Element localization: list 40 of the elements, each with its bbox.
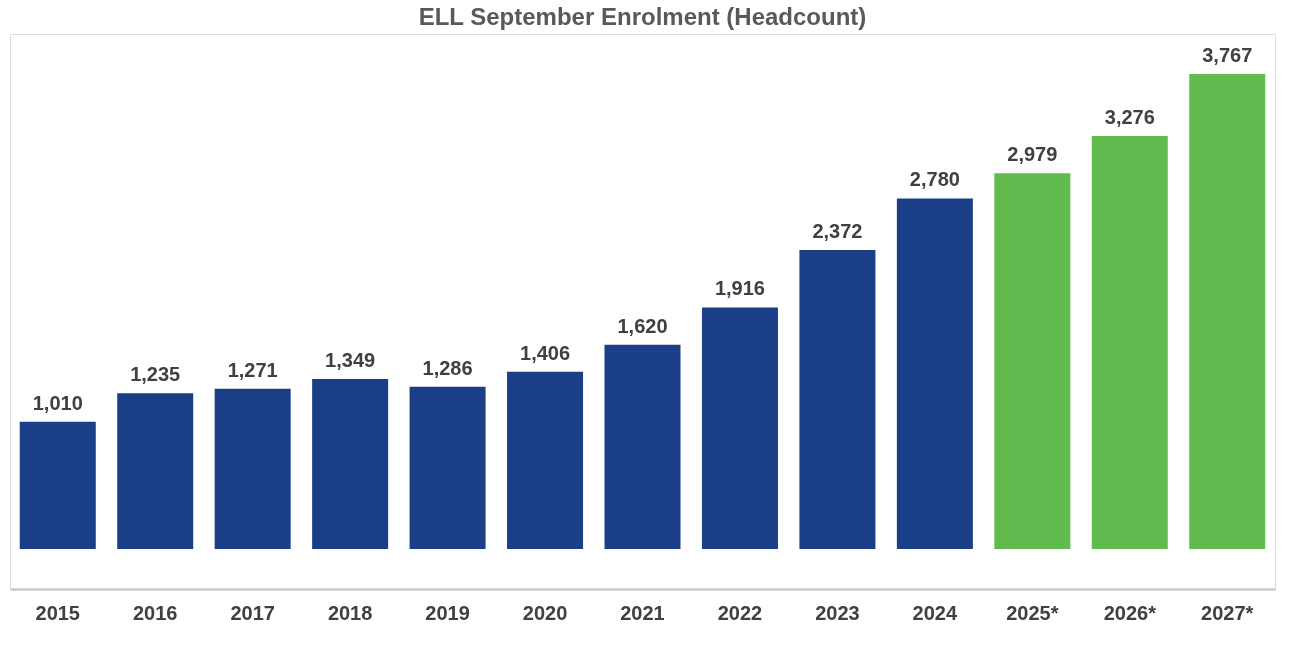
bar <box>799 249 876 549</box>
bar <box>312 378 389 549</box>
data-label: 1,010 <box>32 391 83 414</box>
data-label: 2,979 <box>1007 143 1058 166</box>
bar <box>507 371 584 549</box>
x-tick-label: 2023 <box>815 601 860 624</box>
data-label: 2,372 <box>812 219 863 242</box>
x-tick-label: 2025* <box>1006 601 1059 624</box>
data-label: 1,286 <box>422 356 473 379</box>
bar <box>604 344 681 549</box>
data-label: 1,349 <box>325 348 376 371</box>
data-label: 3,767 <box>1202 44 1253 66</box>
bar <box>409 386 486 549</box>
x-tick-label: 2017 <box>230 601 275 624</box>
x-tick-label: 2022 <box>717 601 763 624</box>
data-label: 2,780 <box>909 168 960 191</box>
bar <box>19 421 96 549</box>
x-tick-label: 2019 <box>425 601 470 624</box>
x-tick-label: 2016 <box>132 601 178 624</box>
data-label: 1,271 <box>227 358 278 381</box>
bar <box>1189 74 1266 549</box>
data-label: 1,620 <box>617 314 668 337</box>
bar <box>994 173 1071 549</box>
x-tick-label: 2027* <box>1201 601 1254 624</box>
x-tick-label: 2015 <box>35 601 80 624</box>
bar <box>701 307 778 549</box>
bar <box>214 388 291 549</box>
x-tick-label: 2020 <box>522 601 568 624</box>
data-label: 1,406 <box>520 341 571 364</box>
x-tick-label: 2018 <box>327 601 373 624</box>
x-tick-label: 2026* <box>1103 601 1157 624</box>
data-label: 3,276 <box>1104 105 1155 128</box>
bar <box>896 198 973 549</box>
x-tick-label: 2021 <box>620 601 665 624</box>
bar <box>1091 135 1168 549</box>
data-label: 1,916 <box>714 277 765 300</box>
bar <box>117 393 194 549</box>
chart-title: ELL September Enrolment (Headcount) <box>418 3 867 30</box>
data-label: 1,235 <box>130 363 181 386</box>
x-tick-label: 2024 <box>912 601 958 624</box>
